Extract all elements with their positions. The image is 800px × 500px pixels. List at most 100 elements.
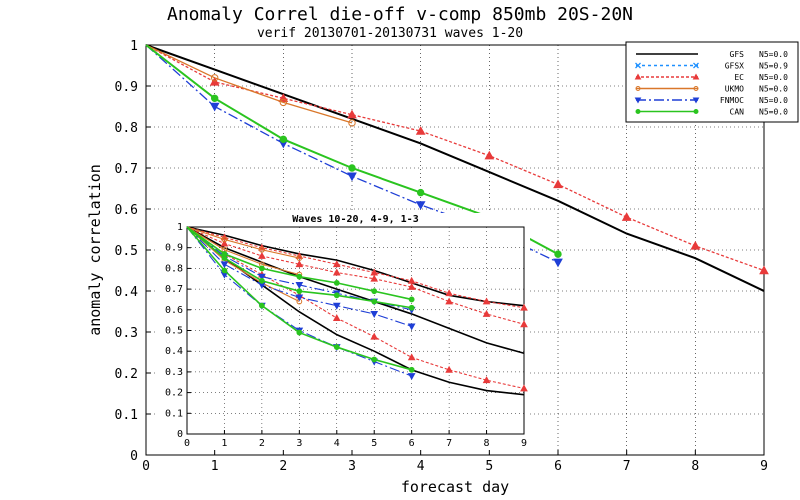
- y-tick-label: 0.8: [115, 121, 138, 136]
- y-tick-label: 0.3: [115, 326, 138, 341]
- data-point: [279, 135, 288, 144]
- legend-marker: [693, 86, 699, 91]
- legend-n-label: N5=0.0: [759, 85, 788, 94]
- inset-data-point: [408, 296, 415, 303]
- inset-data-point: [295, 260, 304, 268]
- data-point: [348, 119, 356, 127]
- inset-x-tick-label: 1: [221, 438, 227, 449]
- legend-marker: [692, 97, 700, 104]
- legend-label: CAN: [730, 108, 745, 117]
- data-point: [210, 74, 219, 82]
- inset-series: [186, 226, 415, 373]
- series-gfs: [145, 44, 765, 292]
- inset-data-point: [520, 320, 528, 328]
- inset-data-point: [482, 309, 491, 317]
- series-line: [145, 44, 353, 124]
- inset-data-point: [407, 323, 416, 331]
- legend-marker: [635, 62, 641, 69]
- legend: [625, 41, 799, 123]
- data-point: [416, 188, 425, 197]
- inset-x-tick-label: 8: [484, 438, 490, 449]
- data-point: [621, 212, 632, 221]
- inset-data-point: [520, 303, 528, 311]
- inset-x-tick-label: 2: [259, 438, 265, 449]
- inset-data-point: [370, 311, 379, 318]
- inset-data-point: [407, 353, 416, 361]
- inset-data-point: [371, 356, 378, 363]
- y-tick-label: 0.6: [115, 203, 138, 218]
- inset-data-point: [332, 268, 341, 276]
- legend-n-label: N5=0.9: [759, 62, 788, 71]
- legend-n-label: N5=0.0: [759, 96, 788, 105]
- legend-label: FNMOC: [720, 96, 744, 105]
- inset-series: [186, 226, 525, 355]
- data-point: [415, 201, 426, 210]
- y-tick-label: 0.7: [115, 162, 138, 177]
- inset-series-line: [186, 226, 300, 259]
- y-tick-label: 0.4: [115, 285, 139, 300]
- inset-data-point: [445, 297, 453, 305]
- y-tick-label: 0: [130, 449, 138, 464]
- x-tick-label: 9: [760, 459, 768, 474]
- inset-y-tick-label: 1: [177, 222, 183, 233]
- data-point: [484, 150, 495, 160]
- inset-data-point: [482, 297, 491, 305]
- legend-marker: [635, 109, 641, 114]
- legend-marker: [635, 86, 641, 91]
- data-point: [759, 265, 769, 275]
- inset-x-tick-label: 5: [371, 438, 377, 449]
- x-tick-label: 0: [142, 459, 150, 474]
- inset-y-tick-label: 0.3: [165, 367, 183, 378]
- inset-y-tick-label: 0.6: [165, 305, 183, 316]
- x-tick-label: 2: [279, 459, 287, 474]
- legend-marker: [693, 109, 699, 114]
- inset-data-point: [258, 246, 265, 253]
- inset-y-tick-label: 0.8: [165, 263, 183, 274]
- data-point: [690, 240, 701, 250]
- data-point: [210, 94, 219, 103]
- x-tick-label: 8: [691, 459, 699, 474]
- inset-series: [186, 226, 528, 328]
- inset-series-line: [186, 226, 525, 355]
- inset-data-point: [370, 332, 379, 340]
- chart-title: Anomaly Correl die-off v-comp 850mb 20S-…: [167, 4, 633, 25]
- y-tick-label: 0.9: [115, 80, 138, 95]
- inset-data-point: [221, 255, 228, 261]
- series-ec: [145, 44, 769, 275]
- inset-x-tick-label: 7: [446, 438, 452, 449]
- inset-data-point: [371, 298, 378, 305]
- inset-data-point: [258, 273, 266, 281]
- inset-data-point: [258, 251, 266, 259]
- inset-data-point: [482, 376, 491, 384]
- data-point: [415, 126, 426, 135]
- inset-data-point: [332, 302, 341, 310]
- inset-series: [186, 226, 415, 311]
- inset-title: Waves 10-20, 4-9, 1-3: [292, 214, 418, 225]
- y-tick-label: 0.1: [115, 408, 138, 423]
- inset-data-point: [407, 373, 416, 381]
- inset-series-line: [186, 226, 300, 276]
- data-point: [347, 109, 357, 119]
- inset-data-point: [408, 304, 415, 311]
- data-point: [553, 179, 563, 189]
- y-tick-label: 1: [130, 39, 138, 54]
- inset-series: [186, 226, 525, 307]
- inset-data-point: [332, 260, 341, 268]
- inset-data-point: [370, 274, 379, 282]
- inset-y-tick-label: 0.5: [165, 326, 183, 337]
- legend-marker: [634, 97, 642, 104]
- inset-data-point: [220, 261, 229, 269]
- legend-n-label: N5=0.0: [759, 73, 788, 82]
- inset-y-tick-label: 0.1: [165, 408, 183, 419]
- legend-marker: [634, 73, 642, 80]
- inset-data-point: [333, 344, 340, 350]
- chart-subtitle: verif 20130701-20130731 waves 1-20: [257, 26, 523, 41]
- inset-data-point: [295, 282, 304, 289]
- x-tick-label: 3: [348, 459, 356, 474]
- data-point: [209, 76, 220, 86]
- x-tick-label: 6: [554, 459, 562, 474]
- inset-data-point: [333, 292, 340, 299]
- inset-data-point: [333, 279, 340, 286]
